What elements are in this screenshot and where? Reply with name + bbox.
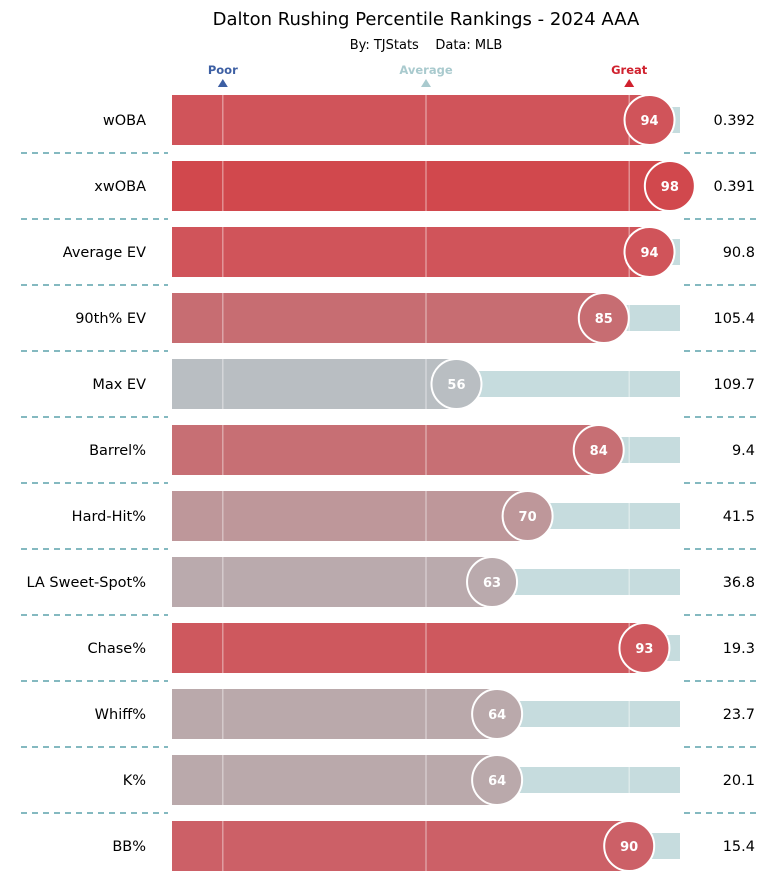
chart-title: Dalton Rushing Percentile Rankings - 202… — [213, 9, 640, 30]
metric-row: 64 Whiff% 23.7 — [21, 688, 756, 748]
percentile-bar — [172, 161, 670, 211]
metric-row: 56 Max EV 109.7 — [21, 358, 756, 418]
metric-rows: 94 wOBA 0.392 98 xwOBA 0.391 94 Average EV 90.8 8… — [21, 94, 756, 872]
metric-row: 93 Chase% 19.3 — [21, 622, 756, 682]
percentile-value-label: 84 — [590, 444, 608, 459]
percentile-value-label: 70 — [519, 510, 537, 525]
percentile-marker — [471, 688, 524, 740]
metric-row: 64 K% 20.1 — [21, 754, 756, 814]
metric-row: 70 Hard-Hit% 41.5 — [21, 490, 756, 550]
metric-label: Whiff% — [95, 707, 146, 723]
percentile-marker — [623, 226, 676, 278]
percentile-marker — [501, 490, 554, 542]
percentile-marker — [471, 754, 524, 806]
percentile-marker — [618, 622, 671, 674]
stat-value: 0.391 — [713, 179, 755, 195]
scale-marker-great-icon — [624, 79, 635, 87]
percentile-marker — [577, 292, 630, 344]
percentile-bar — [172, 491, 528, 541]
stat-value: 105.4 — [713, 311, 755, 327]
stat-value: 41.5 — [723, 509, 755, 525]
metric-row: 84 Barrel% 9.4 — [21, 424, 756, 484]
metric-label: Hard-Hit% — [72, 509, 146, 525]
metric-label: Barrel% — [89, 443, 146, 459]
scale-labels: Poor Average Great — [208, 63, 648, 87]
stat-value: 19.3 — [723, 641, 755, 657]
percentile-value-label: 85 — [595, 312, 613, 327]
scale-label-poor: Poor — [208, 63, 238, 77]
percentile-marker — [643, 160, 696, 212]
percentile-value-label: 94 — [640, 114, 658, 129]
metric-row: 63 LA Sweet-Spot% 36.8 — [21, 556, 756, 616]
stat-value: 90.8 — [723, 245, 755, 261]
percentile-bar — [172, 623, 645, 673]
percentile-value-label: 64 — [488, 774, 506, 789]
percentile-value-label: 94 — [640, 246, 658, 261]
percentile-bar — [172, 557, 493, 607]
percentile-bar — [172, 821, 630, 871]
percentile-bar — [172, 425, 599, 475]
metric-label: Max EV — [92, 377, 146, 393]
metric-row: 94 wOBA 0.392 — [21, 94, 756, 154]
metric-row: 90 BB% 15.4 — [112, 820, 755, 872]
scale-marker-average-icon — [421, 79, 431, 87]
percentile-marker — [623, 94, 676, 146]
scale-label-average: Average — [399, 63, 452, 77]
percentile-value-label: 56 — [447, 378, 465, 393]
metric-label: Average EV — [63, 245, 146, 261]
stat-value: 9.4 — [732, 443, 755, 459]
metric-label: xwOBA — [94, 179, 146, 195]
percentile-value-label: 98 — [661, 180, 679, 195]
percentile-bar — [172, 755, 498, 805]
percentile-bar — [172, 359, 457, 409]
stat-value: 15.4 — [723, 839, 755, 855]
percentile-marker — [430, 358, 483, 410]
metric-row: 94 Average EV 90.8 — [21, 226, 756, 286]
stat-value: 23.7 — [723, 707, 755, 723]
stat-value: 20.1 — [723, 773, 755, 789]
percentile-value-label: 64 — [488, 708, 506, 723]
metric-label: 90th% EV — [75, 311, 146, 327]
stat-value: 36.8 — [723, 575, 755, 591]
metric-label: K% — [123, 773, 146, 789]
metric-label: Chase% — [88, 641, 146, 657]
metric-row: 85 90th% EV 105.4 — [21, 292, 756, 352]
chart-subtitle: By: TJStats Data: MLB — [350, 38, 503, 53]
percentile-value-label: 63 — [483, 576, 501, 591]
percentile-bar — [172, 227, 650, 277]
metric-label: BB% — [112, 839, 146, 855]
scale-label-great: Great — [611, 63, 648, 77]
stat-value: 0.392 — [713, 113, 755, 129]
metric-label: LA Sweet-Spot% — [26, 575, 146, 591]
percentile-marker — [603, 820, 656, 872]
percentile-marker — [572, 424, 625, 476]
percentile-marker — [466, 556, 519, 608]
percentile-bar — [172, 293, 604, 343]
percentile-bar — [172, 95, 650, 145]
percentile-bar — [172, 689, 498, 739]
percentile-value-label: 93 — [635, 642, 653, 657]
percentile-value-label: 90 — [620, 840, 638, 855]
metric-row: 98 xwOBA 0.391 — [21, 160, 756, 220]
scale-marker-poor-icon — [217, 79, 228, 87]
metric-label: wOBA — [103, 113, 146, 129]
stat-value: 109.7 — [713, 377, 755, 393]
